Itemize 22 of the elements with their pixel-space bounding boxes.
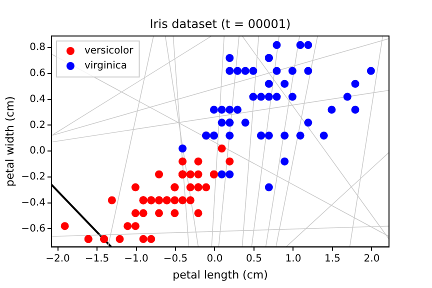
y-tick-label: 0.8 (30, 42, 46, 54)
legend-label: versicolor (84, 46, 134, 57)
y-tick-label: 0.4 (30, 94, 46, 105)
x-axis-title: petal length (cm) (172, 268, 268, 282)
x-tick-label: 0.0 (206, 253, 223, 264)
x-tick-label: 0.5 (246, 253, 262, 264)
y-tick-label: −0.4 (21, 197, 46, 208)
y-tick-label: 0.0 (30, 146, 46, 157)
y-tick-label: −0.2 (21, 172, 46, 183)
x-tick-label: 1.0 (285, 253, 302, 264)
x-tick-label: −1.5 (84, 253, 110, 264)
legend-label: virginica (84, 60, 127, 72)
x-tick-label: −2.0 (46, 253, 70, 264)
y-axis-title: petal width (cm) (3, 96, 16, 187)
y-tick-label: 0.6 (30, 68, 46, 80)
y-tick-label: 0.2 (30, 120, 46, 131)
x-tick-label: −0.5 (163, 253, 188, 264)
chart-title: Iris dataset (t = 00001) (150, 17, 291, 31)
y-tick-label: −0.6 (21, 223, 46, 234)
x-tick-label: −1.0 (124, 253, 148, 264)
x-tick-label: 2.0 (364, 253, 380, 264)
x-tick-label: 1.5 (324, 253, 340, 264)
